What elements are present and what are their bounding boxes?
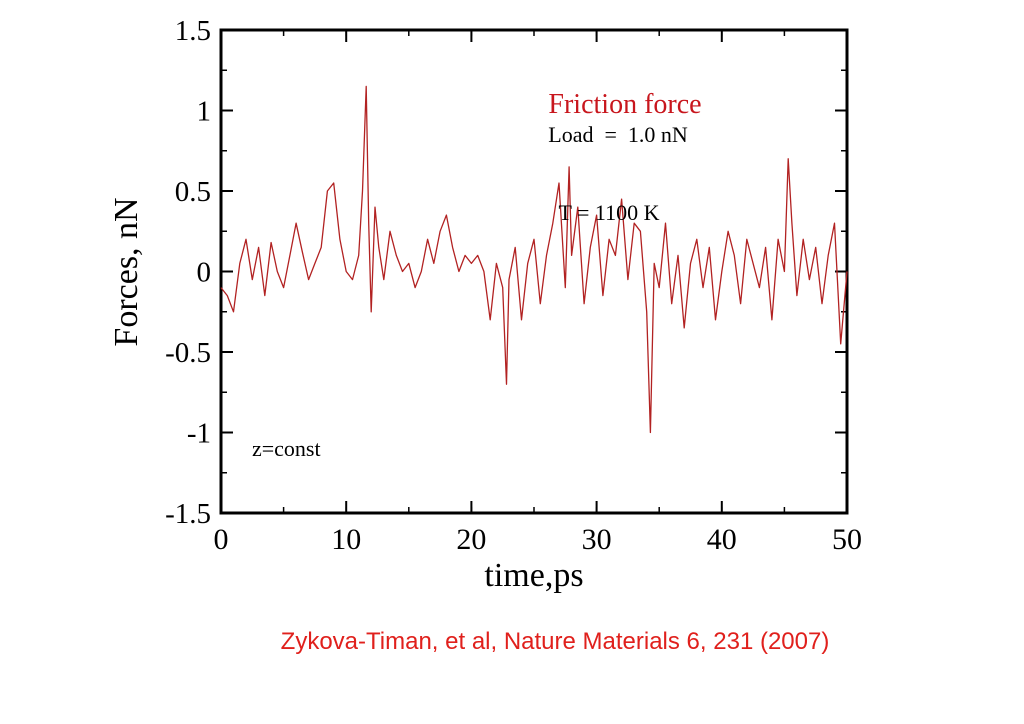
y-tick-label: 0	[197, 257, 212, 289]
x-tick-label: 30	[582, 523, 612, 556]
friction-force-series-line	[220, 85, 848, 434]
load-annotation: Load = 1.0 nN	[548, 122, 688, 147]
x-tick-label: 10	[331, 523, 361, 556]
x-tick-labels: 0 10 20 30 40 50	[214, 523, 863, 556]
plot-frame	[219, 28, 849, 515]
chart-title: Friction force	[548, 89, 701, 120]
x-axis-label: time,ps	[484, 557, 583, 594]
y-tick-label: -0.5	[165, 337, 211, 369]
citation: Zykova-Timan, et al, Nature Materials 6,…	[280, 628, 830, 655]
y-tick-label: 0.5	[175, 176, 211, 208]
condition-annotation: z=const	[252, 436, 321, 461]
x-major-ticks	[220, 30, 848, 513]
x-tick-label: 20	[456, 523, 486, 556]
y-tick-label: -1	[187, 418, 211, 450]
temperature-annotation: T = 1100 K	[558, 200, 659, 225]
x-tick-label: 0	[214, 523, 229, 556]
y-major-ticks	[221, 29, 847, 514]
y-tick-label: 1.5	[175, 15, 211, 47]
x-tick-label: 50	[832, 523, 862, 556]
y-tick-labels: 1.5 1 0.5 0 -0.5 -1 -1.5	[165, 15, 211, 530]
x-tick-label: 40	[707, 523, 737, 556]
y-tick-label: -1.5	[165, 498, 211, 530]
y-tick-label: 1	[197, 96, 212, 128]
y-axis-label: Forces, nN	[108, 197, 145, 346]
